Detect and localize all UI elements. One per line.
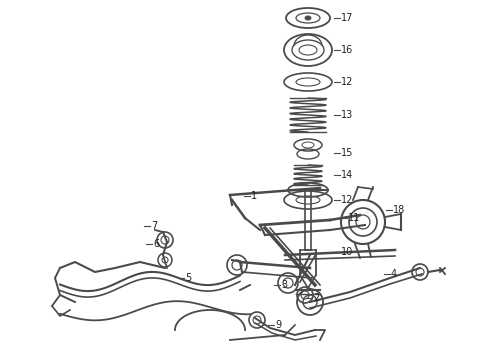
Text: 7: 7 [151,221,157,231]
Text: 14: 14 [341,170,353,180]
Text: 12: 12 [341,77,353,87]
Text: 2: 2 [313,293,319,303]
Text: 18: 18 [393,205,405,215]
Text: 3: 3 [281,280,287,290]
Text: 5: 5 [185,273,191,283]
Text: 11: 11 [348,213,360,223]
Text: 17: 17 [341,13,353,23]
Text: 15: 15 [341,148,353,158]
Text: 1: 1 [251,191,257,201]
Text: 16: 16 [341,45,353,55]
Text: 13: 13 [341,110,353,120]
Text: 4: 4 [391,269,397,279]
Ellipse shape [305,16,311,20]
Text: 10: 10 [341,247,353,257]
Text: 9: 9 [275,320,281,330]
Text: 12: 12 [341,195,353,205]
Text: 6: 6 [153,239,159,249]
